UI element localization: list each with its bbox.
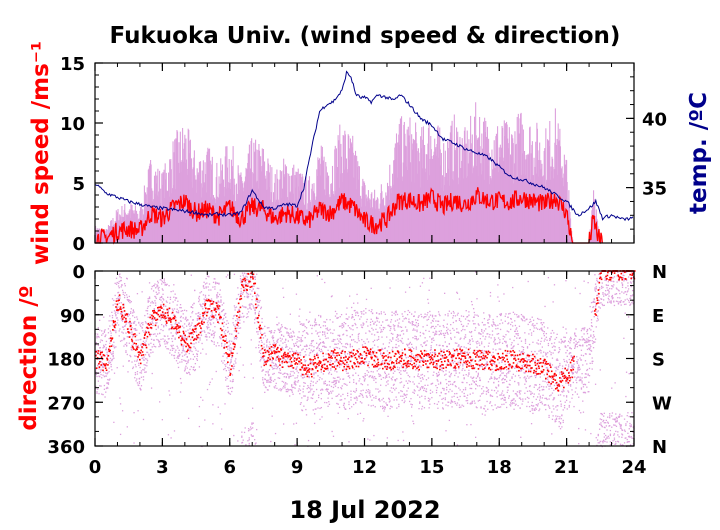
wind-speed-tick-label: 5: [72, 174, 85, 195]
x-axis-label: 18 Jul 2022: [289, 496, 440, 524]
axes-layer: 0 3 6 9 12 15 18 21 24 0 5 10 15 35 40 0 N 90 E 180 S 270 W 360…: [47, 54, 672, 478]
direction-tick-label: 270: [47, 393, 85, 414]
compass-tick-label: N: [652, 437, 667, 458]
x-tick-label: 21: [554, 457, 579, 478]
x-tick-label: 15: [419, 457, 444, 478]
wind-direction-panel: [95, 270, 636, 448]
direction-axis-label: direction /º: [16, 285, 42, 430]
x-tick-label: 18: [487, 457, 512, 478]
wind-speed-line: [95, 187, 603, 245]
temperature-tick-label: 40: [642, 109, 667, 130]
compass-tick-label: N: [652, 262, 667, 283]
x-tick-label: 0: [89, 457, 102, 478]
chart-title: Fukuoka Univ. (wind speed & direction): [110, 23, 621, 49]
x-tick-label: 3: [156, 457, 169, 478]
direction-tick-label: 90: [60, 306, 85, 327]
compass-tick-label: W: [652, 393, 672, 414]
wind-speed-panel: [94, 70, 634, 245]
direction-tick-label: 360: [47, 437, 85, 458]
wind-speed-axis-label: wind speed /ms⁻¹: [28, 41, 54, 265]
gust-envelope: [94, 102, 603, 243]
temperature-axis-label: temp. /ºC: [686, 92, 712, 214]
direction-tick-label: 180: [47, 350, 85, 371]
temperature-line: [94, 70, 634, 222]
direction-tick-label: 0: [72, 262, 85, 283]
x-tick-label: 12: [352, 457, 377, 478]
compass-tick-label: E: [652, 306, 664, 327]
wind-speed-tick-label: 15: [60, 54, 85, 75]
direction-scatter-envelope: [95, 271, 635, 448]
x-tick-label: 6: [223, 457, 236, 478]
compass-tick-label: S: [652, 350, 665, 371]
temperature-tick-label: 35: [642, 179, 667, 200]
x-tick-label: 24: [621, 457, 646, 478]
wind-speed-tick-label: 10: [60, 114, 85, 135]
x-tick-label: 9: [291, 457, 304, 478]
wind-speed-tick-label: 0: [72, 234, 85, 255]
direction-scatter-mean: [95, 270, 636, 392]
